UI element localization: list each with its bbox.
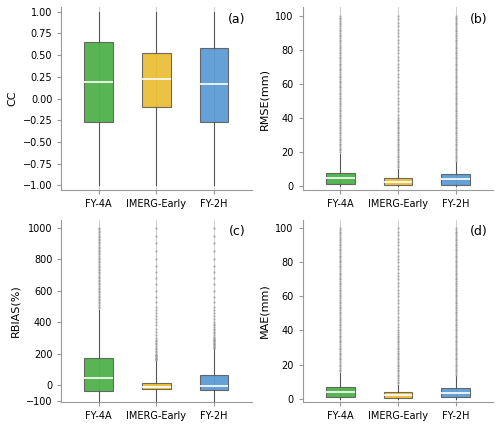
Y-axis label: CC: CC: [7, 91, 17, 106]
PathPatch shape: [84, 42, 113, 122]
Text: (c): (c): [229, 225, 246, 238]
PathPatch shape: [384, 392, 412, 398]
PathPatch shape: [200, 375, 228, 390]
Text: (b): (b): [470, 13, 488, 26]
PathPatch shape: [142, 383, 171, 389]
Y-axis label: MAE(mm): MAE(mm): [260, 283, 270, 338]
Text: (d): (d): [470, 225, 488, 238]
Y-axis label: RBIAS(%): RBIAS(%): [10, 285, 20, 337]
Y-axis label: RMSE(mm): RMSE(mm): [260, 68, 270, 130]
PathPatch shape: [441, 174, 470, 184]
PathPatch shape: [200, 48, 228, 122]
PathPatch shape: [384, 178, 412, 185]
PathPatch shape: [441, 388, 470, 397]
PathPatch shape: [142, 53, 171, 107]
PathPatch shape: [326, 172, 354, 184]
PathPatch shape: [84, 358, 113, 391]
Text: (a): (a): [228, 13, 246, 26]
PathPatch shape: [326, 386, 354, 397]
